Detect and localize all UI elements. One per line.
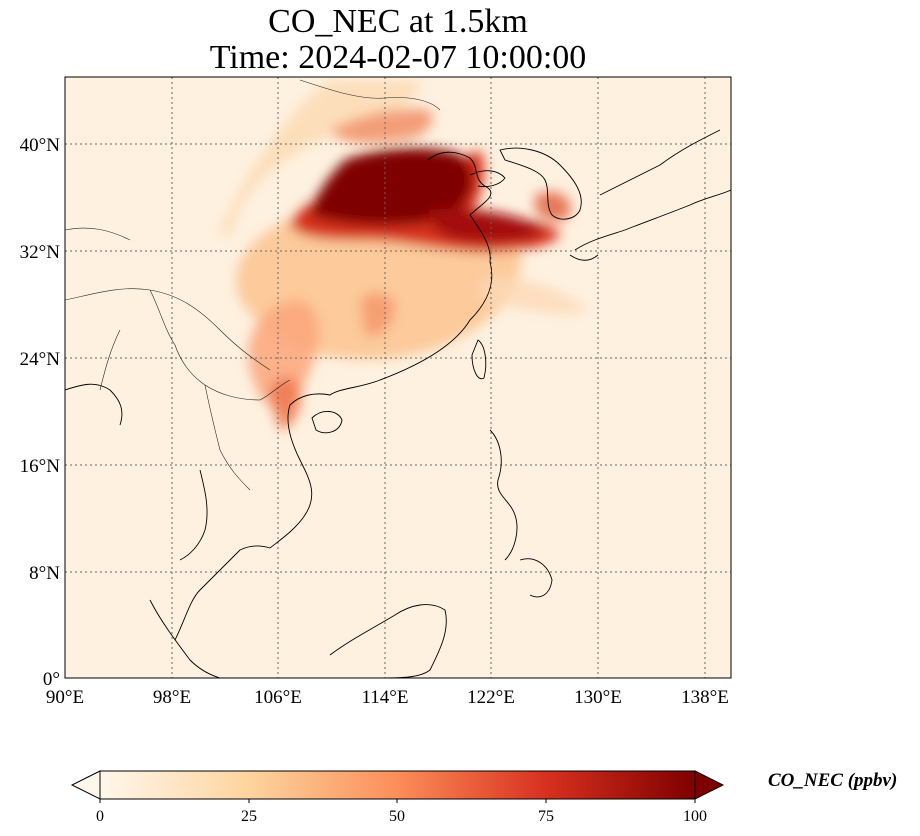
- map-subtitle: Time: 2024-02-07 10:00:00: [209, 39, 587, 76]
- colorbar-label: CO_NEC (ppbv): [768, 770, 898, 791]
- lat-label-24n: 24°N: [20, 349, 61, 370]
- gridlines: [65, 77, 731, 678]
- colorbar-ticks: [99, 799, 696, 803]
- colorbar-tick-labels: 0 25 50 75 100: [96, 808, 707, 825]
- map-title: CO_NEC at 1.5km: [268, 3, 528, 40]
- cb-tick-25: 25: [241, 808, 257, 825]
- colorbar-extend-min: [70, 770, 101, 800]
- lat-label-8n: 8°N: [29, 563, 60, 584]
- lat-label-0: 0°: [43, 669, 60, 690]
- cb-tick-50: 50: [389, 808, 405, 825]
- map-plot-area: [65, 77, 731, 678]
- lon-label-98e: 98°E: [153, 687, 191, 708]
- colorbar-ramp: [100, 771, 695, 799]
- colorbar: 0 25 50 75 100: [70, 770, 725, 825]
- lon-tick-labels: 90°E 98°E 106°E 114°E 122°E 130°E 138°E: [46, 687, 729, 708]
- cb-tick-100: 100: [683, 808, 707, 825]
- coastlines: [65, 129, 731, 678]
- lon-label-106e: 106°E: [254, 687, 302, 708]
- lon-label-114e: 114°E: [362, 687, 409, 708]
- lat-label-40n: 40°N: [20, 135, 61, 156]
- map-frame: [64, 76, 732, 679]
- lat-label-32n: 32°N: [20, 242, 61, 263]
- concentration-field: [220, 80, 590, 430]
- lon-label-138e: 138°E: [681, 687, 729, 708]
- cb-tick-75: 75: [538, 808, 554, 825]
- lat-label-16n: 16°N: [20, 456, 61, 477]
- lon-label-122e: 122°E: [467, 687, 515, 708]
- colorbar-extend-max: [694, 770, 725, 800]
- country-borders: [65, 79, 441, 491]
- lon-label-130e: 130°E: [574, 687, 622, 708]
- lat-tick-labels: 40°N 32°N 24°N 16°N 8°N 0°: [20, 135, 61, 690]
- cb-tick-0: 0: [96, 808, 104, 825]
- lon-label-90e: 90°E: [46, 687, 84, 708]
